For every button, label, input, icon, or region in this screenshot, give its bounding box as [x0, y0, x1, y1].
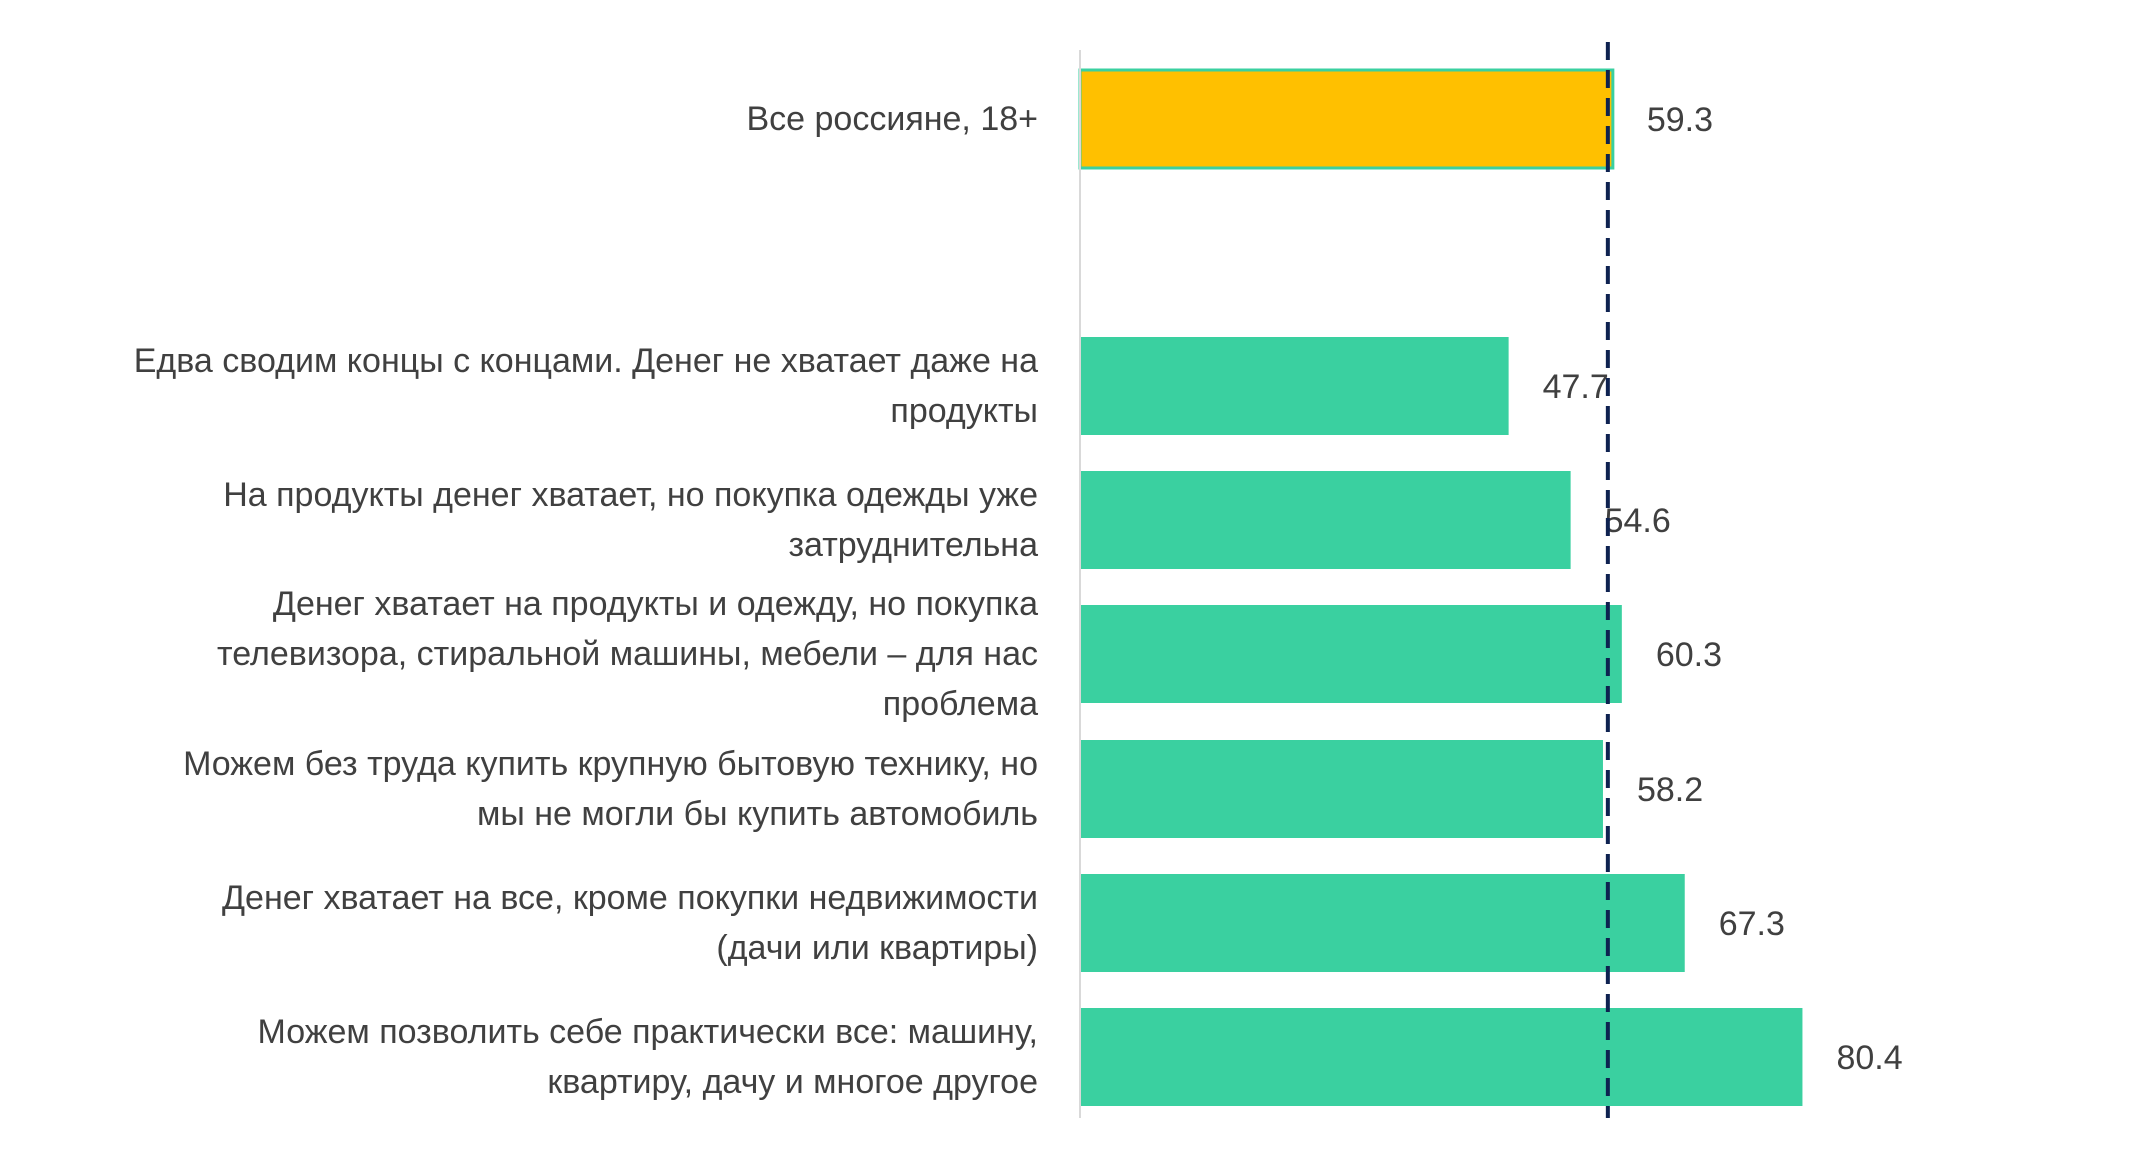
value-label-0: 59.3	[1647, 101, 1713, 139]
bar-1	[1080, 337, 1509, 435]
value-label-2: 54.6	[1605, 502, 1671, 540]
bars-group	[1078, 68, 1803, 1106]
category-label-line: продукты	[890, 392, 1038, 430]
category-label-line: Можем без труда купить крупную бытовую т…	[183, 745, 1038, 783]
bar-3	[1080, 605, 1622, 703]
category-label-0: Все россияне, 18+	[28, 94, 1038, 144]
bar-5	[1080, 874, 1685, 972]
value-label-4: 58.2	[1637, 771, 1703, 809]
category-label-3: Денег хватает на продукты и одежду, но п…	[28, 579, 1038, 729]
value-label-6: 80.4	[1836, 1039, 1902, 1077]
bar-2	[1080, 471, 1571, 569]
value-label-1: 47.7	[1543, 368, 1609, 406]
category-label-line: проблема	[882, 685, 1038, 723]
category-label-4: Можем без труда купить крупную бытовую т…	[28, 739, 1038, 839]
category-label-1: Едва сводим концы с концами. Денег не хв…	[28, 336, 1038, 436]
value-label-5: 67.3	[1719, 905, 1785, 943]
value-labels-group: 59.3 47.7 54.6 60.3 58.2 67.3 80.4	[1543, 101, 1903, 1077]
bar-6	[1080, 1008, 1803, 1106]
bar-4	[1080, 740, 1603, 838]
category-label-2: На продукты денег хватает, но покупка од…	[28, 470, 1038, 570]
category-label-5: Денег хватает на все, кроме покупки недв…	[28, 873, 1038, 973]
category-label-line: Денег хватает на продукты и одежду, но п…	[272, 585, 1038, 623]
category-label-line: Едва сводим концы с концами. Денег не хв…	[133, 342, 1038, 380]
category-label-line: На продукты денег хватает, но покупка од…	[223, 476, 1038, 514]
category-label-line: мы не могли бы купить автомобиль	[477, 795, 1038, 833]
category-label-line: Можем позволить себе практически все: ма…	[257, 1013, 1038, 1051]
bar-0	[1078, 68, 1615, 170]
category-label-line: квартиру, дачу и многое другое	[547, 1063, 1038, 1101]
category-label-6: Можем позволить себе практически все: ма…	[28, 1007, 1038, 1107]
category-label-line: Денег хватает на все, кроме покупки недв…	[222, 879, 1038, 917]
category-label-line: Все россияне, 18+	[746, 100, 1038, 138]
category-label-line: телевизора, стиральной машины, мебели – …	[217, 635, 1038, 673]
value-label-3: 60.3	[1656, 636, 1722, 674]
category-label-line: (дачи или квартиры)	[716, 929, 1038, 967]
category-label-line: затруднительна	[788, 526, 1038, 564]
